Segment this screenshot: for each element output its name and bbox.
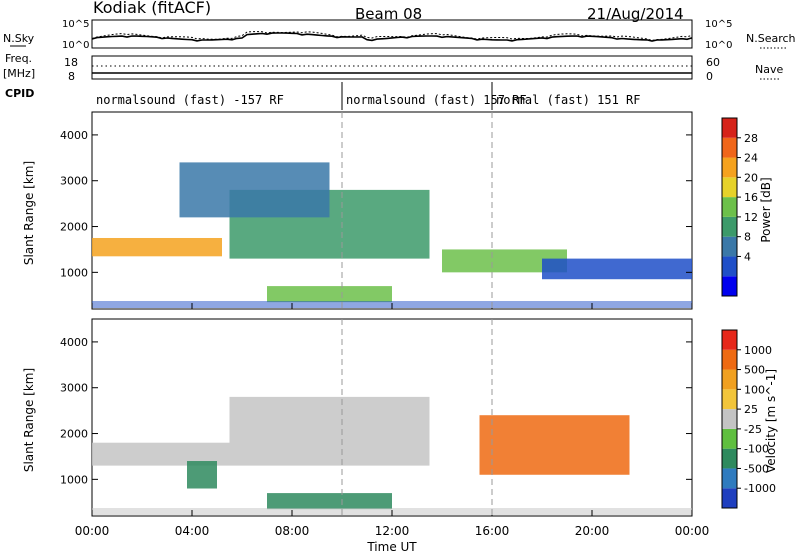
ytick-label-0-2: 3000 (60, 175, 88, 188)
velocity-colorbar-swatch-2 (722, 448, 737, 469)
velocity-colorbar-label: Velocity [m s^-1] (764, 369, 778, 473)
power-colorbar-swatch-0 (722, 276, 737, 296)
date-title: 21/Aug/2014 (587, 5, 684, 23)
cpid-label: CPID (5, 87, 34, 100)
power-colorbar-tick-label-6: 4 (744, 250, 751, 263)
xtick-label-2: 08:00 (275, 524, 310, 538)
cpid-row: normalsound (fast) -157 RF normalsound (f… (96, 82, 641, 110)
nave-label: Nave (755, 63, 783, 76)
power-colorbar-tick-label-1: 24 (744, 152, 758, 165)
power-colorbar-swatch-2 (722, 236, 737, 257)
freq-right-tick-low: 0 (706, 70, 713, 83)
power-feature-2 (179, 162, 330, 218)
noise-right-tick-low: 10^0 (705, 40, 732, 51)
velocity-colorbar-swatch-3 (722, 428, 737, 449)
freq-strip (91, 55, 693, 80)
ytick-label-1-2: 3000 (60, 382, 88, 395)
velocity-colorbar-tick-label-6: -500 (744, 462, 769, 475)
xtick-label-4: 16:00 (475, 524, 510, 538)
power-panel (91, 111, 693, 310)
power-colorbar-tick-label-2: 20 (744, 171, 758, 184)
freq-left-tick-low: 8 (68, 70, 75, 83)
power-colorbar: 28 24 20 16 12 8 4 (721, 117, 758, 297)
ytick-label-0-3: 4000 (60, 129, 88, 142)
noise-right-tick-high: 10^5 (705, 19, 732, 30)
noise-left-tick-low: 10^0 (62, 40, 89, 51)
velocity-colorbar-swatch-5 (722, 389, 737, 410)
power-colorbar-tick-label-0: 28 (744, 132, 758, 145)
power-colorbar-label: Power [dB] (759, 177, 773, 242)
noise-left-tick-high: 10^5 (62, 19, 89, 30)
velocity-colorbar-swatch-1 (722, 468, 737, 489)
velocity-colorbar-swatch-7 (722, 349, 737, 370)
velocity-feature-2 (479, 415, 630, 475)
power-feature-0 (92, 237, 222, 257)
velocity-colorbar-frame (721, 329, 738, 509)
xtick-label-0: 00:00 (75, 524, 110, 538)
nsearch-label: N.Search (746, 32, 796, 45)
velocity-colorbar: 1000 500 100 25 -25 -100 -500 -1000 (721, 329, 776, 509)
noise-strip (91, 19, 693, 49)
xtick-label-3: 12:00 (375, 524, 410, 538)
power-features (92, 162, 692, 308)
power-ylabel: Slant Range [km] (22, 161, 36, 265)
cpid-segment-1: normalsound (fast) 157 RF (346, 93, 527, 107)
xtick-label-5: 20:00 (575, 524, 610, 538)
cpid-segment-2: normal (fast) 151 RF (496, 93, 641, 107)
freq-label-line1: Freq. (5, 52, 32, 65)
velocity-colorbar-tick-label-0: 1000 (744, 344, 772, 357)
velocity-colorbar-tick-label-1: 500 (744, 364, 765, 377)
noise-sky-line (91, 32, 693, 42)
velocity-colorbar-tick-label-3: 25 (744, 403, 758, 416)
power-colorbar-frame (721, 117, 738, 297)
power-colorbar-swatch-7 (722, 137, 737, 158)
velocity-ylabel: Slant Range [km] (22, 368, 36, 472)
power-feature-3 (267, 286, 392, 303)
velocity-colorbar-tick-label-4: -25 (744, 423, 762, 436)
velocity-colorbar-swatch-8 (722, 330, 737, 350)
power-colorbar-swatch-6 (722, 157, 737, 178)
power-colorbar-tick-label-4: 12 (744, 211, 758, 224)
noise-search-line (91, 31, 693, 41)
freq-right-tick-high: 60 (706, 56, 720, 69)
power-colorbar-tick-label-5: 8 (744, 231, 751, 244)
ytick-label-1-3: 4000 (60, 336, 88, 349)
velocity-panel (91, 318, 693, 517)
station-title: Kodiak (fitACF) (93, 0, 211, 17)
velocity-colorbar-swatch-0 (722, 488, 737, 508)
velocity-feature-3 (187, 461, 217, 489)
power-feature-5 (542, 258, 692, 280)
velocity-feature-1 (229, 396, 430, 466)
power-colorbar-tick-label-3: 16 (744, 191, 758, 204)
velocity-colorbar-swatch-6 (722, 369, 737, 390)
x-axis-label: Time UT (366, 540, 417, 554)
power-colorbar-swatch-8 (722, 118, 737, 138)
velocity-colorbar-tick-label-2: 100 (744, 383, 765, 396)
velocity-colorbar-tick-label-7: -1000 (744, 482, 776, 495)
velocity-colorbar-tick-label-5: -100 (744, 443, 769, 456)
power-colorbar-swatch-4 (722, 197, 737, 217)
power-colorbar-swatch-5 (722, 177, 737, 198)
velocity-feature-4 (267, 493, 392, 510)
nsky-label: N.Sky (3, 32, 35, 45)
power-colorbar-swatch-3 (722, 216, 737, 237)
ytick-label-1-0: 1000 (60, 473, 88, 486)
velocity-colorbar-swatch-4 (722, 409, 737, 429)
ytick-label-0-0: 1000 (60, 266, 88, 279)
xtick-label-6: 00:00 (675, 524, 710, 538)
power-colorbar-swatch-1 (722, 256, 737, 277)
xtick-label-1: 04:00 (175, 524, 210, 538)
panel-axes: 1000 2000 3000 4000 1000 2000 3000 4000 00:00 04:… (60, 112, 709, 538)
freq-left-tick-high: 18 (64, 56, 78, 69)
cpid-segment-0: normalsound (fast) -157 RF (96, 93, 284, 107)
ytick-label-0-1: 2000 (60, 221, 88, 234)
velocity-feature-0 (92, 442, 230, 466)
beam-title: Beam 08 (355, 5, 422, 23)
freq-label-line2: [MHz] (3, 67, 35, 80)
ytick-label-1-1: 2000 (60, 428, 88, 441)
power-feature-4 (442, 249, 567, 273)
